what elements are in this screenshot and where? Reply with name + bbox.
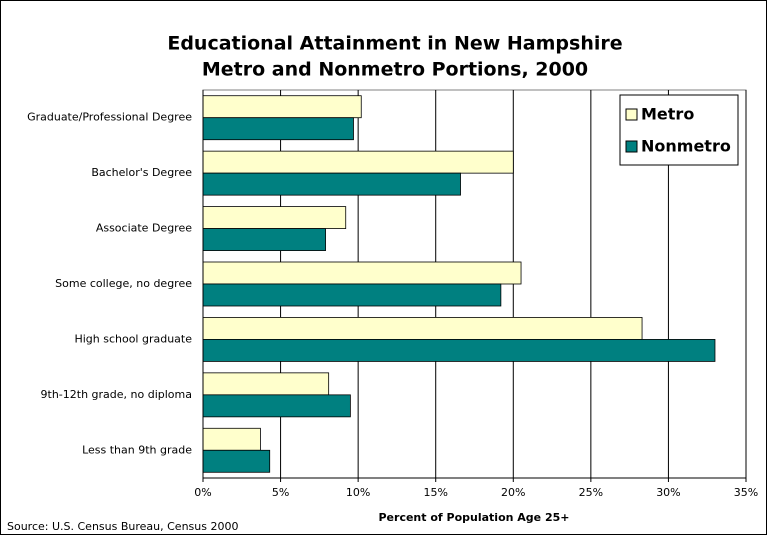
bar (202, 427, 261, 451)
y-tick-label: Less than 9th grade (82, 443, 192, 456)
x-tick-label: 20% (501, 486, 525, 499)
y-tick-label: High school graduate (74, 332, 192, 345)
x-tick-label: 15% (423, 486, 447, 499)
legend-box (619, 94, 739, 166)
x-tick-label: 25% (579, 486, 603, 499)
bar (202, 150, 514, 174)
x-tick-label: 5% (272, 486, 289, 499)
y-tick-label: Some college, no degree (55, 277, 192, 290)
source: Source: U.S. Census Bureau, Census 2000 (7, 520, 238, 533)
legend-swatch (625, 140, 638, 153)
bar (202, 372, 330, 396)
chart-subtitle: Metro and Nonmetro Portions, 2000 (202, 59, 588, 81)
x-tick-label: 30% (656, 486, 680, 499)
bar (202, 117, 354, 141)
x-axis-label: Percent of Population Age 25+ (379, 511, 570, 524)
y-tick-label: Graduate/Professional Degree (27, 111, 192, 124)
x-tick-label: 35% (734, 486, 758, 499)
bar (202, 283, 502, 307)
legend-label: Metro (641, 105, 694, 124)
y-tick-label: Bachelor's Degree (91, 166, 192, 179)
legend-swatch (625, 108, 638, 121)
bar (202, 95, 362, 119)
bar (202, 339, 716, 362)
legend-label: Nonmetro (641, 137, 731, 156)
bar (202, 317, 643, 340)
bar (202, 228, 326, 251)
bar (202, 449, 271, 473)
y-tick-label: Associate Degree (96, 222, 192, 235)
bar (202, 206, 347, 229)
y-tick-label: 9th-12th grade, no diploma (41, 388, 192, 401)
x-tick-label: 0% (194, 486, 211, 499)
chart-title: Educational Attainment in New Hampshire (167, 33, 622, 55)
bar (202, 261, 522, 285)
x-tick-label: 10% (346, 486, 370, 499)
bar (202, 172, 461, 196)
bar (202, 394, 351, 418)
